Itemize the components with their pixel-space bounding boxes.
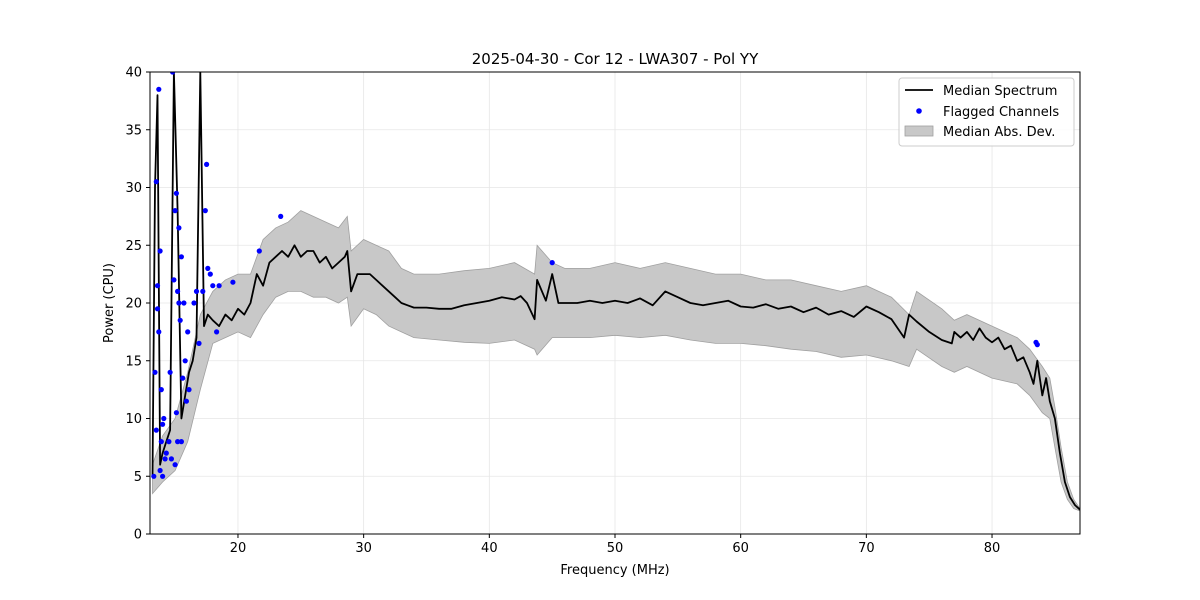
flagged-channel-point <box>175 439 181 445</box>
flagged-channel-point <box>163 450 169 456</box>
flagged-channel-point <box>185 329 191 335</box>
flagged-channel-point <box>156 86 162 92</box>
flagged-channel-point <box>170 72 176 75</box>
legend-label-mad: Median Abs. Dev. <box>943 125 1055 140</box>
x-tick-label: 60 <box>732 541 749 556</box>
y-tick-label: 15 <box>125 354 142 369</box>
y-tick-label: 35 <box>125 123 142 138</box>
legend-label-flagged: Flagged Channels <box>943 105 1059 120</box>
flagged-channel-point <box>166 439 172 445</box>
flagged-channel-point <box>154 283 161 289</box>
flagged-channel-point <box>172 208 178 214</box>
flagged-channel-point <box>180 375 186 381</box>
flagged-channel-point <box>173 410 179 416</box>
flagged-channel-point <box>168 456 174 462</box>
flagged-channel-point <box>160 421 166 427</box>
y-tick-label: 0 <box>134 528 142 543</box>
legend-label-median: Median Spectrum <box>943 84 1057 99</box>
flagged-channel-point <box>172 462 178 468</box>
y-tick-label: 40 <box>125 66 142 81</box>
flagged-channel-point <box>207 271 213 277</box>
flagged-channel-point <box>167 369 173 375</box>
flagged-channel-point <box>205 265 211 271</box>
legend-marker-swatch <box>916 108 922 114</box>
flagged-channel-point <box>196 340 202 346</box>
flagged-channel-point <box>178 254 184 260</box>
flagged-channel-point <box>162 456 168 462</box>
chart-title: 2025-04-30 - Cor 12 - LWA307 - Pol YY <box>472 50 759 68</box>
x-tick-label: 30 <box>355 541 372 556</box>
x-axis-label: Frequency (MHz) <box>560 563 669 578</box>
x-tick-label: 50 <box>607 541 624 556</box>
y-tick-label: 5 <box>134 470 142 485</box>
median-spectrum-line <box>151 72 1080 511</box>
flagged-channel-point <box>177 317 183 323</box>
legend-box <box>898 77 1075 147</box>
flagged-channel-point <box>158 387 164 393</box>
flagged-channel-point <box>182 358 188 364</box>
flagged-channel-point <box>1034 342 1040 348</box>
flagged-channel-point <box>230 279 236 285</box>
legend-patch-swatch <box>904 125 934 137</box>
y-axis-label: Power (CPU) <box>102 263 117 343</box>
x-tick-label: 70 <box>858 541 875 556</box>
flagged-channel-point <box>158 439 164 445</box>
flagged-channel-point <box>549 260 555 266</box>
flagged-channel-point <box>153 427 159 433</box>
flagged-channel-point <box>186 387 192 393</box>
flagged-channel-point <box>151 473 157 479</box>
flagged-channel-point <box>181 300 187 306</box>
flagged-channel-point <box>152 369 158 375</box>
plot-area <box>151 72 1080 512</box>
flagged-channel-point <box>171 277 177 283</box>
x-axis-ticks: 20 30 40 50 60 70 80 <box>230 534 1001 556</box>
flagged-channel-point <box>256 248 262 254</box>
x-tick-label: 20 <box>230 541 247 556</box>
flagged-channel-point <box>204 161 210 167</box>
flagged-channel-point <box>191 300 197 306</box>
y-tick-label: 25 <box>125 239 142 254</box>
flagged-channel-point <box>160 473 166 479</box>
y-tick-label: 20 <box>125 297 142 312</box>
legend: Median Spectrum Flagged Channels Median … <box>898 77 1075 147</box>
flagged-channel-point <box>210 283 216 289</box>
flagged-channel-point <box>183 398 189 404</box>
flagged-channel-point <box>200 288 206 294</box>
flagged-channel-point <box>157 248 163 254</box>
flagged-channel-point <box>176 300 182 306</box>
y-axis-ticks: 0 5 10 15 20 25 30 35 40 <box>125 66 150 543</box>
flagged-channel-point <box>161 415 167 422</box>
flagged-channel-point <box>173 190 179 196</box>
flagged-channels <box>151 72 1040 479</box>
y-tick-label: 30 <box>125 181 142 196</box>
flagged-channel-point <box>154 306 161 312</box>
mad-band <box>152 210 1080 512</box>
flagged-channel-point <box>214 329 220 335</box>
flagged-channel-point <box>178 439 184 445</box>
flagged-channel-point <box>153 179 159 185</box>
flagged-channel-point <box>216 283 222 289</box>
flagged-channel-point <box>175 288 181 294</box>
x-tick-label: 40 <box>481 541 498 556</box>
flagged-channel-point <box>156 329 162 335</box>
flagged-channel-point <box>157 467 163 474</box>
x-tick-label: 80 <box>984 541 1001 556</box>
flagged-channel-point <box>176 225 182 231</box>
flagged-channel-point <box>193 288 200 294</box>
flagged-channel-point <box>278 213 284 219</box>
y-tick-label: 10 <box>125 412 142 427</box>
flagged-channel-point <box>202 208 208 214</box>
